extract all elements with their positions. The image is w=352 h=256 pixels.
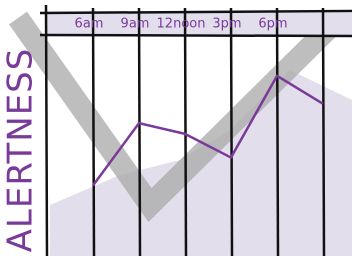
x-tick-label: 9am bbox=[121, 17, 150, 32]
column-line bbox=[139, 8, 140, 256]
column-line bbox=[277, 8, 278, 256]
page: {"chart_data": {"type": "line", "y_label… bbox=[0, 0, 352, 256]
column-line bbox=[323, 8, 324, 256]
header-line bbox=[40, 11, 352, 13]
x-tick-label: 3pm bbox=[212, 17, 241, 32]
x-tick-label: 12noon bbox=[157, 17, 206, 32]
y-axis-label: ALERTNESS bbox=[1, 48, 41, 253]
column-line bbox=[231, 8, 232, 256]
chart: ALERTNESS 6am 9am 12noon 3pm 6pm bbox=[0, 0, 352, 256]
header-line bbox=[40, 35, 352, 36]
x-tick-label: 6am bbox=[75, 17, 104, 32]
y-axis-line bbox=[46, 5, 47, 256]
column-line bbox=[93, 8, 94, 256]
column-line bbox=[185, 8, 186, 256]
x-tick-label: 6pm bbox=[258, 17, 287, 32]
